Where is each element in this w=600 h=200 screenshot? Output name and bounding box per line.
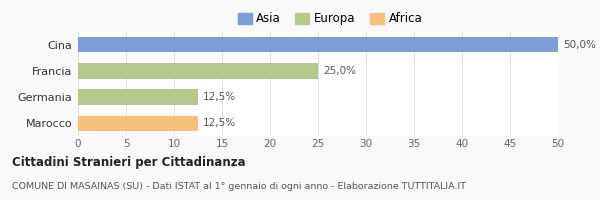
Text: 50,0%: 50,0% xyxy=(563,40,596,50)
Legend: Asia, Europa, Africa: Asia, Europa, Africa xyxy=(235,10,425,28)
Bar xyxy=(78,63,318,79)
Bar xyxy=(78,89,198,105)
Text: Cittadini Stranieri per Cittadinanza: Cittadini Stranieri per Cittadinanza xyxy=(12,156,245,169)
Bar xyxy=(78,116,198,131)
Bar xyxy=(78,37,558,52)
Text: COMUNE DI MASAINAS (SU) - Dati ISTAT al 1° gennaio di ogni anno - Elaborazione T: COMUNE DI MASAINAS (SU) - Dati ISTAT al … xyxy=(12,182,466,191)
Text: 25,0%: 25,0% xyxy=(323,66,356,76)
Text: 12,5%: 12,5% xyxy=(203,118,236,128)
Text: 12,5%: 12,5% xyxy=(203,92,236,102)
